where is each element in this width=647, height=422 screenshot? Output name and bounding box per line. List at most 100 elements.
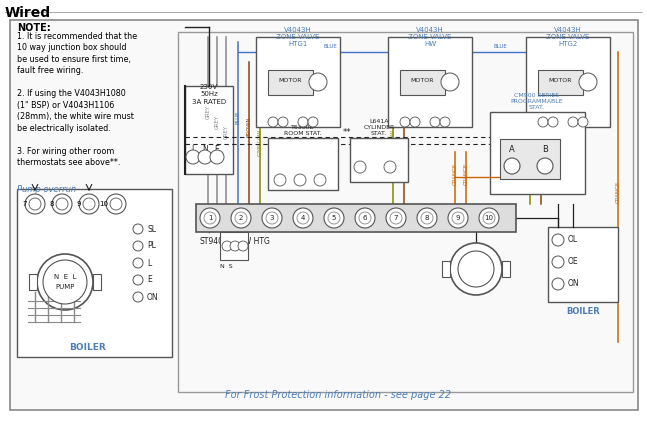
Circle shape <box>52 194 72 214</box>
Circle shape <box>278 117 288 127</box>
Circle shape <box>133 258 143 268</box>
Bar <box>93 274 101 290</box>
Text: 10: 10 <box>99 201 108 207</box>
Circle shape <box>314 174 326 186</box>
Text: A: A <box>509 144 515 154</box>
Text: V4043H
ZONE VALVE
HW: V4043H ZONE VALVE HW <box>408 27 452 47</box>
Circle shape <box>56 198 68 210</box>
Circle shape <box>293 208 313 228</box>
Circle shape <box>441 73 459 91</box>
Text: ORANGE: ORANGE <box>452 163 457 185</box>
Text: N  E  L: N E L <box>54 274 76 280</box>
Text: E: E <box>215 144 219 154</box>
Text: V4043H
ZONE VALVE
HTG1: V4043H ZONE VALVE HTG1 <box>276 27 320 47</box>
Text: 1: 1 <box>208 215 212 221</box>
Text: C: C <box>388 165 392 170</box>
Bar <box>502 261 510 277</box>
Text: 4: 4 <box>301 215 305 221</box>
Text: OE: OE <box>568 257 578 267</box>
Text: ORANGE: ORANGE <box>463 163 468 185</box>
Text: MOTOR: MOTOR <box>278 78 302 84</box>
Text: Pump overrun: Pump overrun <box>17 185 76 194</box>
Circle shape <box>410 117 420 127</box>
Circle shape <box>324 208 344 228</box>
Circle shape <box>210 150 224 164</box>
Text: G/YELLOW: G/YELLOW <box>527 133 532 160</box>
Bar <box>185 86 233 174</box>
Circle shape <box>440 117 450 127</box>
Circle shape <box>83 198 95 210</box>
Text: N E L: N E L <box>467 261 485 267</box>
Text: 9: 9 <box>455 215 460 221</box>
Circle shape <box>390 212 402 224</box>
Circle shape <box>235 212 247 224</box>
Text: B: B <box>542 144 548 154</box>
Text: 5: 5 <box>332 215 336 221</box>
Circle shape <box>354 161 366 173</box>
Text: L: L <box>191 144 195 154</box>
Text: G/YELLOW: G/YELLOW <box>258 128 263 156</box>
Circle shape <box>417 208 437 228</box>
Text: HW HTG: HW HTG <box>238 237 270 246</box>
Circle shape <box>548 117 558 127</box>
Text: Wired: Wired <box>5 6 51 20</box>
Text: ON: ON <box>147 292 159 301</box>
Text: BLUE: BLUE <box>493 44 507 49</box>
Text: PUMP: PUMP <box>55 284 74 290</box>
Circle shape <box>309 73 327 91</box>
Bar <box>196 204 516 232</box>
Text: 10: 10 <box>485 215 494 221</box>
Text: BROWN: BROWN <box>538 147 543 167</box>
Circle shape <box>479 208 499 228</box>
Circle shape <box>384 161 396 173</box>
Text: 9: 9 <box>76 201 81 207</box>
Text: BROWN: BROWN <box>247 117 252 137</box>
Text: V4043H
ZONE VALVE
HTG2: V4043H ZONE VALVE HTG2 <box>546 27 589 47</box>
Circle shape <box>359 212 371 224</box>
Text: PUMP: PUMP <box>466 271 486 277</box>
Circle shape <box>79 194 99 214</box>
Circle shape <box>294 174 306 186</box>
Text: ORANGE: ORANGE <box>615 181 620 203</box>
Bar <box>490 112 585 194</box>
Circle shape <box>204 212 216 224</box>
Text: **: ** <box>343 127 351 136</box>
Text: N  S: N S <box>220 264 233 269</box>
Text: 230V
50Hz
3A RATED: 230V 50Hz 3A RATED <box>192 84 226 105</box>
Bar <box>500 139 560 179</box>
Text: 8: 8 <box>424 215 429 221</box>
Text: G/YELLOW: G/YELLOW <box>391 128 395 156</box>
Text: GREY: GREY <box>215 115 219 129</box>
Text: ST9400A/C: ST9400A/C <box>200 237 242 246</box>
Text: BOILER: BOILER <box>70 343 106 352</box>
Circle shape <box>133 241 143 251</box>
Bar <box>268 70 313 95</box>
Circle shape <box>200 208 220 228</box>
Text: BROWN N: BROWN N <box>402 139 406 165</box>
Circle shape <box>458 251 494 287</box>
Text: 7: 7 <box>394 215 399 221</box>
Circle shape <box>186 150 200 164</box>
Text: ON: ON <box>568 279 580 289</box>
Text: GREY: GREY <box>206 105 210 119</box>
Circle shape <box>578 117 588 127</box>
Circle shape <box>110 198 122 210</box>
Circle shape <box>552 234 564 246</box>
Circle shape <box>430 117 440 127</box>
Circle shape <box>579 73 597 91</box>
Text: MOTOR: MOTOR <box>548 78 572 84</box>
Bar <box>548 227 618 302</box>
Circle shape <box>133 224 143 234</box>
Bar <box>388 37 472 127</box>
Circle shape <box>222 241 232 251</box>
Circle shape <box>231 208 251 228</box>
Text: 2: 2 <box>278 178 282 182</box>
Circle shape <box>268 117 278 127</box>
Circle shape <box>37 254 93 310</box>
Bar <box>178 32 633 392</box>
Circle shape <box>29 198 41 210</box>
Text: MOTOR: MOTOR <box>410 78 433 84</box>
Circle shape <box>238 241 248 251</box>
Text: 8: 8 <box>50 201 54 207</box>
Text: 6: 6 <box>363 215 367 221</box>
